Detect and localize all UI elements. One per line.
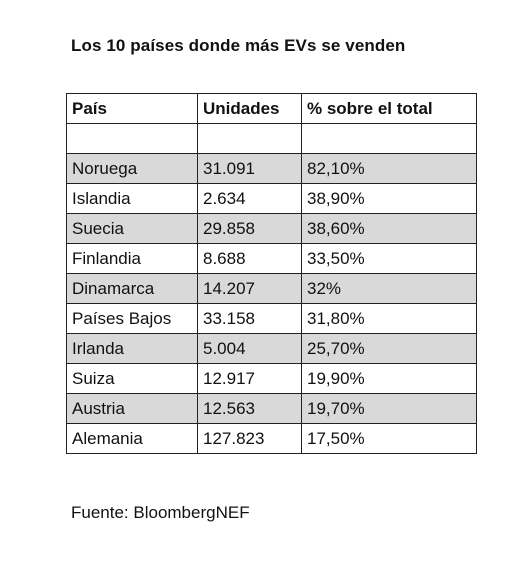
table-row: Islandia 2.634 38,90% xyxy=(66,183,477,214)
table-row: Noruega 31.091 82,10% xyxy=(66,153,477,184)
table-row: Suiza 12.917 19,90% xyxy=(66,363,477,394)
cell-share: 82,10% xyxy=(301,153,477,184)
cell-units xyxy=(197,123,302,154)
table-title: Los 10 países donde más EVs se venden xyxy=(71,36,406,55)
cell-share: 17,50% xyxy=(301,423,477,454)
cell-share xyxy=(301,123,477,154)
cell-units: 2.634 xyxy=(197,183,302,214)
cell-country: Países Bajos xyxy=(66,303,198,334)
source-note: Fuente: BloombergNEF xyxy=(71,503,250,522)
cell-share: 31,80% xyxy=(301,303,477,334)
cell-share: 25,70% xyxy=(301,333,477,364)
cell-country: Suiza xyxy=(66,363,198,394)
cell-country: Suecia xyxy=(66,213,198,244)
cell-country: Dinamarca xyxy=(66,273,198,304)
cell-units: 31.091 xyxy=(197,153,302,184)
cell-country: Austria xyxy=(66,393,198,424)
cell-country xyxy=(66,123,198,154)
header-units: Unidades xyxy=(197,93,302,124)
cell-units: 5.004 xyxy=(197,333,302,364)
table-row: Países Bajos 33.158 31,80% xyxy=(66,303,477,334)
header-country: País xyxy=(66,93,198,124)
cell-share: 19,90% xyxy=(301,363,477,394)
cell-share: 32% xyxy=(301,273,477,304)
table-row: Finlandia 8.688 33,50% xyxy=(66,243,477,274)
header-share: % sobre el total xyxy=(301,93,477,124)
cell-units: 12.563 xyxy=(197,393,302,424)
cell-units: 14.207 xyxy=(197,273,302,304)
cell-country: Finlandia xyxy=(66,243,198,274)
cell-country: Irlanda xyxy=(66,333,198,364)
cell-units: 33.158 xyxy=(197,303,302,334)
ev-sales-table: País Unidades % sobre el total Noruega 3… xyxy=(66,93,477,454)
cell-share: 19,70% xyxy=(301,393,477,424)
cell-share: 38,60% xyxy=(301,213,477,244)
cell-units: 12.917 xyxy=(197,363,302,394)
table-row: Dinamarca 14.207 32% xyxy=(66,273,477,304)
cell-share: 38,90% xyxy=(301,183,477,214)
cell-country: Alemania xyxy=(66,423,198,454)
cell-country: Islandia xyxy=(66,183,198,214)
cell-units: 29.858 xyxy=(197,213,302,244)
cell-share: 33,50% xyxy=(301,243,477,274)
table-row: Alemania 127.823 17,50% xyxy=(66,423,477,454)
table-row: Irlanda 5.004 25,70% xyxy=(66,333,477,364)
cell-units: 8.688 xyxy=(197,243,302,274)
table-row: Suecia 29.858 38,60% xyxy=(66,213,477,244)
cell-units: 127.823 xyxy=(197,423,302,454)
cell-country: Noruega xyxy=(66,153,198,184)
table-row-empty xyxy=(66,123,477,154)
table-header-row: País Unidades % sobre el total xyxy=(66,93,477,124)
table-row: Austria 12.563 19,70% xyxy=(66,393,477,424)
